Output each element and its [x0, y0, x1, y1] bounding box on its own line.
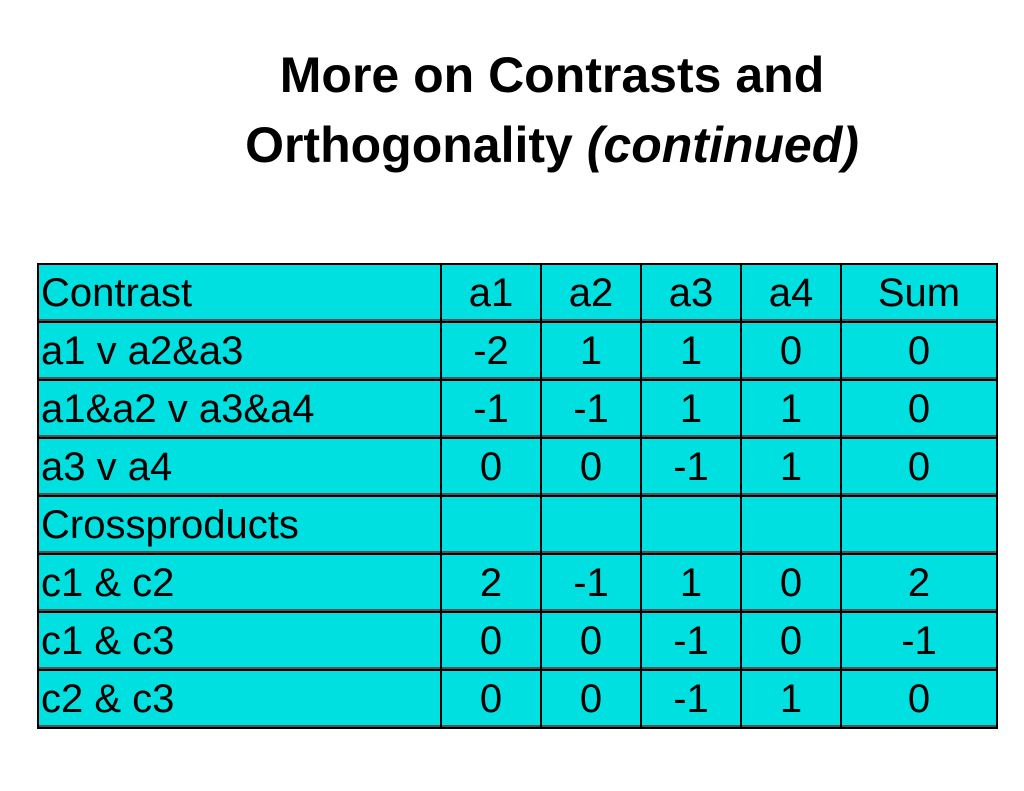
title-emphasis: (continued) — [586, 117, 859, 173]
cell: -1 — [840, 611, 998, 671]
table-row: a1 v a2&a3 -2 1 1 0 0 — [37, 321, 998, 381]
cell: 0 — [440, 669, 542, 729]
empty-cell — [740, 495, 842, 555]
cell: 1 — [540, 321, 642, 381]
cell: 1 — [740, 379, 842, 439]
cell: 0 — [740, 553, 842, 613]
cell: 0 — [440, 611, 542, 671]
row-label: a3 v a4 — [37, 437, 442, 497]
cell: 0 — [840, 437, 998, 497]
cell: 0 — [840, 321, 998, 381]
cell: 0 — [840, 379, 998, 439]
cell: 0 — [540, 611, 642, 671]
header-row: Contrast a1 a2 a3 a4 Sum — [37, 263, 998, 323]
table-row: c1 & c2 2 -1 1 0 2 — [37, 553, 998, 613]
cell: -1 — [540, 553, 642, 613]
empty-cell — [640, 495, 742, 555]
table-row: c1 & c3 0 0 -1 0 -1 — [37, 611, 998, 671]
title-text: Orthogonality — [245, 117, 573, 173]
cell: -1 — [440, 379, 542, 439]
cell: -1 — [640, 437, 742, 497]
table-row: Crossproducts — [37, 495, 998, 555]
row-label: a1 v a2&a3 — [37, 321, 442, 381]
cell: 0 — [740, 321, 842, 381]
title-line: Orthogonality (continued) — [80, 110, 1024, 180]
cell: -1 — [540, 379, 642, 439]
row-label: a1&a2 v a3&a4 — [37, 379, 442, 439]
cell: -1 — [640, 669, 742, 729]
header-cell: a4 — [740, 263, 842, 323]
cell: 0 — [740, 611, 842, 671]
table-row: a3 v a4 0 0 -1 1 0 — [37, 437, 998, 497]
empty-cell — [540, 495, 642, 555]
cell: 1 — [640, 553, 742, 613]
header-cell: Sum — [840, 263, 998, 323]
contrast-table: Contrast a1 a2 a3 a4 Sum a1 v a2&a3 -2 1 1 0 0 a1&a2… — [37, 263, 998, 729]
row-label: c1 & c2 — [37, 553, 442, 613]
cell: 1 — [740, 669, 842, 729]
cell: 0 — [440, 437, 542, 497]
cell: 0 — [840, 669, 998, 729]
empty-cell — [840, 495, 998, 555]
row-label: c2 & c3 — [37, 669, 442, 729]
title-line: More on Contrasts and — [279, 47, 825, 103]
cell: 0 — [540, 669, 642, 729]
cell: 0 — [540, 437, 642, 497]
header-cell: Contrast — [37, 263, 442, 323]
row-label: c1 & c3 — [37, 611, 442, 671]
cell: 1 — [640, 379, 742, 439]
cell: -2 — [440, 321, 542, 381]
cell: 2 — [440, 553, 542, 613]
table-body: Contrast a1 a2 a3 a4 Sum a1 v a2&a3 -2 1 1 0 0 a1&a2… — [37, 263, 998, 729]
cell: -1 — [640, 611, 742, 671]
empty-cell — [440, 495, 542, 555]
header-cell: a3 — [640, 263, 742, 323]
table-row: c2 & c3 0 0 -1 1 0 — [37, 669, 998, 729]
cell: 1 — [740, 437, 842, 497]
cell: 2 — [840, 553, 998, 613]
header-cell: a1 — [440, 263, 542, 323]
header-cell: a2 — [540, 263, 642, 323]
row-label: Crossproducts — [37, 495, 442, 555]
table-row: a1&a2 v a3&a4 -1 -1 1 1 0 — [37, 379, 998, 439]
title: More on Contrasts and Orthogonality (con… — [80, 40, 1024, 180]
cell: 1 — [640, 321, 742, 381]
